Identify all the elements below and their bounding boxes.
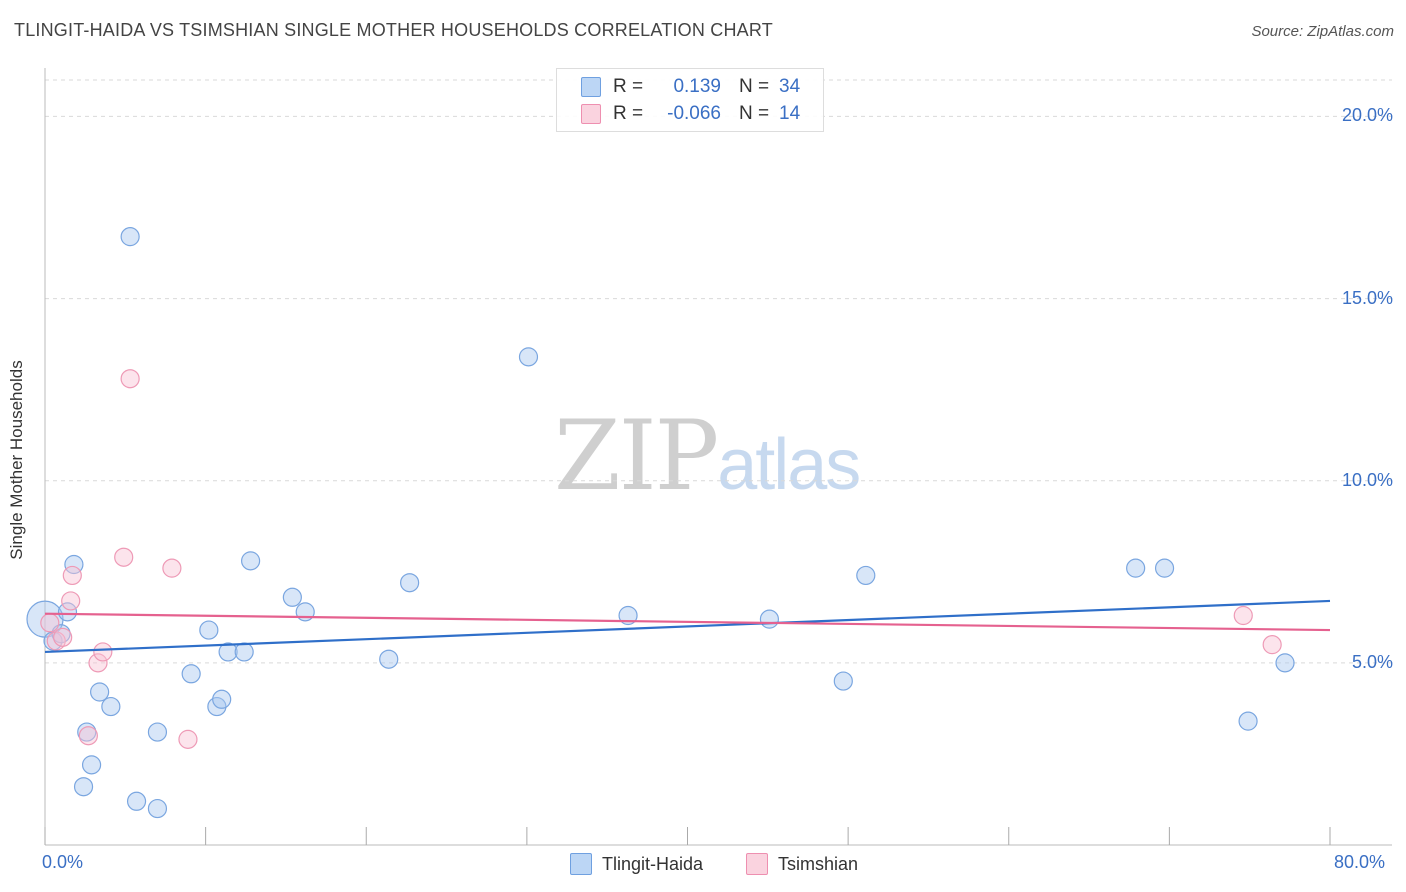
point-tlingit-haida: [147, 722, 168, 742]
y-axis-label: Single Mother Households: [7, 360, 26, 560]
point-tsimshian: [61, 591, 81, 611]
legend-swatch-pink: [581, 104, 601, 124]
y-tick-label: 15.0%: [1341, 287, 1393, 308]
legend-label: Tsimshian: [778, 853, 859, 874]
point-tlingit-haida: [147, 798, 168, 819]
stats-legend: R = 0.139 N = 34 R = -0.066 N = 14: [556, 68, 824, 132]
point-tlingit-haida: [1275, 653, 1295, 673]
point-tsimshian: [1262, 635, 1282, 655]
y-tick-label: 20.0%: [1341, 105, 1393, 126]
y-tick-label: 10.0%: [1341, 469, 1393, 490]
legend-swatch-blue: [570, 853, 592, 875]
watermark-zip: ZIP: [554, 400, 719, 512]
point-tlingit-haida: [400, 573, 420, 593]
point-tsimshian: [40, 613, 60, 633]
point-tsimshian: [162, 558, 182, 578]
n-value: 34: [779, 76, 801, 97]
r-value: -0.066: [667, 103, 721, 124]
trend-line-tsimshian: [44, 612, 1331, 632]
point-tlingit-haida: [518, 347, 539, 367]
watermark: ZIPatlas: [554, 400, 861, 512]
y-tick-label: 5.0%: [1351, 651, 1393, 672]
point-tlingit-haida: [212, 689, 232, 709]
point-tlingit-haida: [856, 565, 876, 586]
point-tlingit-haida: [282, 587, 302, 607]
point-tlingit-haida: [90, 682, 110, 702]
legend-label: Tlingit-Haida: [602, 853, 704, 874]
legend-item-tsimshian[interactable]: Tsimshian: [746, 852, 858, 876]
point-tlingit-haida: [1238, 711, 1258, 731]
point-tlingit-haida: [199, 620, 219, 640]
point-tlingit-haida: [218, 642, 238, 662]
r-label: R =: [613, 103, 644, 124]
n-label: N =: [739, 76, 770, 97]
source-credit: Source: ZipAtlas.com: [1251, 23, 1394, 40]
point-tlingit-haida: [759, 609, 780, 629]
n-value: 14: [779, 103, 801, 124]
points-layer: [26, 227, 1295, 819]
legend-row-tlingit: R = 0.139 N = 34: [581, 75, 800, 99]
point-tlingit-haida: [81, 755, 102, 775]
axis-layer: [44, 68, 1392, 846]
point-tsimshian: [46, 631, 66, 651]
n-label: N =: [739, 103, 770, 124]
point-tlingit-haida: [234, 642, 254, 662]
point-tlingit-haida: [241, 551, 261, 571]
legend-swatch-blue: [581, 77, 601, 97]
point-tlingit-haida: [101, 696, 121, 717]
r-value: 0.139: [673, 76, 721, 97]
legend-swatch-pink: [746, 853, 768, 875]
legend-item-tlingit-haida[interactable]: Tlingit-Haida: [570, 852, 703, 876]
point-tlingit-haida: [73, 777, 94, 797]
point-tsimshian: [78, 726, 98, 746]
watermark-atlas: atlas: [717, 425, 861, 505]
point-tlingit-haida: [1154, 558, 1175, 578]
point-tlingit-haida: [57, 602, 78, 622]
r-label: R =: [613, 76, 644, 97]
point-tsimshian: [88, 653, 108, 673]
point-tlingit-haida: [126, 791, 147, 811]
x-tick-label-min: 0.0%: [42, 852, 84, 872]
legend-row-tsimshian: R = -0.066 N = 14: [581, 102, 800, 126]
point-tsimshian: [53, 627, 73, 647]
trend-layer: [44, 599, 1331, 654]
point-tsimshian: [62, 565, 82, 586]
point-tlingit-haida: [379, 649, 399, 669]
x-tick-label-max: 80.0%: [1334, 852, 1386, 872]
grid-layer: [45, 79, 1392, 664]
point-tsimshian: [178, 729, 198, 749]
point-tsimshian: [93, 642, 113, 662]
trend-line-tlingit-haida: [44, 599, 1331, 654]
point-tlingit-haida: [1126, 558, 1146, 578]
point-tsimshian: [114, 547, 134, 567]
point-tlingit-haida: [120, 227, 140, 247]
point-tlingit-haida: [833, 671, 853, 691]
chart-title: TLINGIT-HAIDA VS TSIMSHIAN SINGLE MOTHER…: [14, 20, 773, 40]
point-tsimshian: [120, 369, 140, 389]
point-tsimshian: [1233, 605, 1253, 626]
point-tlingit-haida: [181, 664, 201, 684]
